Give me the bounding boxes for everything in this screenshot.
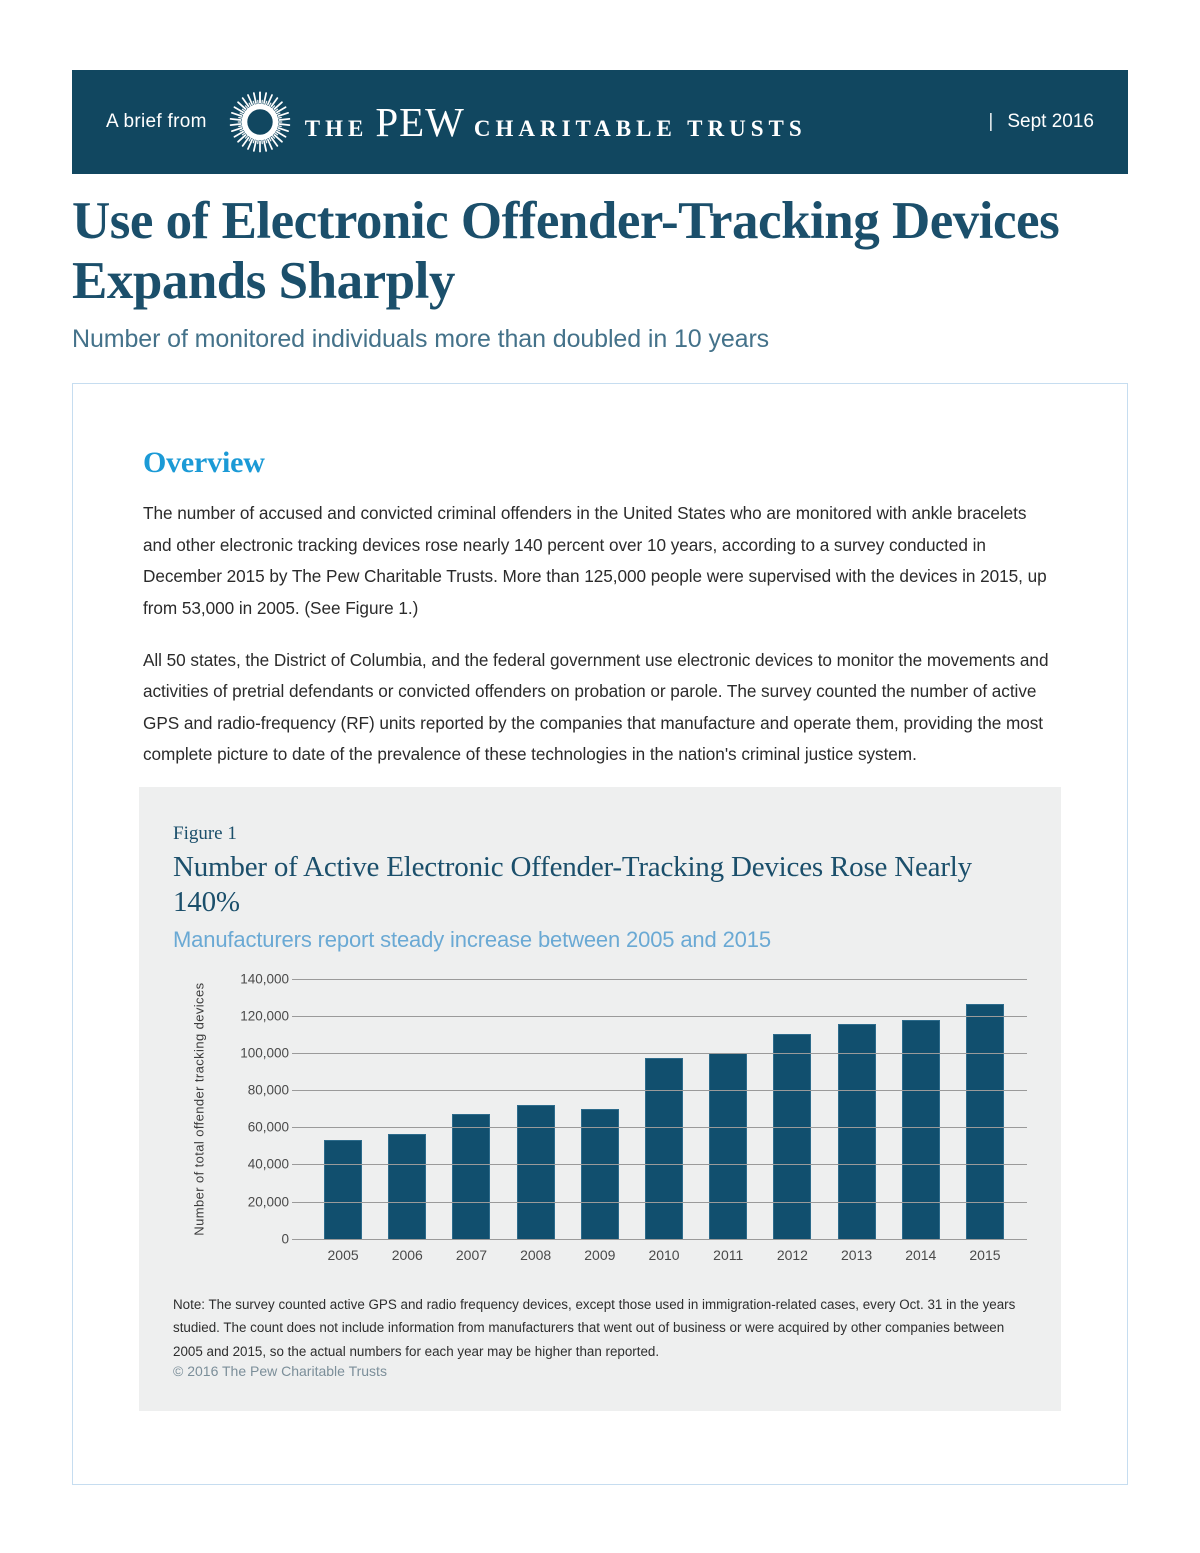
x-axis-tick-label: 2007: [455, 1246, 488, 1263]
bar-slot: [953, 979, 1017, 1239]
y-axis-tick-label: 80,000: [247, 1082, 289, 1098]
y-axis-title-text: Number of total offender tracking device…: [191, 982, 207, 1236]
x-axis-tick-labels: 2005 2006 2007 2008 2009 2010 2011 2012 2013 2014…: [301, 1247, 1027, 1263]
bar-slot: [889, 979, 953, 1239]
y-axis-tick: [292, 1015, 301, 1017]
x-axis-tick-label: 2012: [776, 1246, 808, 1263]
bar-slot: [375, 979, 439, 1239]
wordmark-pew: PEW: [375, 99, 465, 145]
plot-area: [292, 978, 1027, 1240]
overview-heading: Overview: [143, 446, 265, 479]
y-axis-tick-label: 100,000: [240, 1045, 289, 1061]
brief-from-label: A brief from: [106, 111, 207, 132]
gridline: [301, 1127, 1027, 1129]
y-axis-tick-label: 60,000: [247, 1119, 289, 1135]
gridline: [301, 978, 1027, 980]
x-axis-tick-label: 2009: [584, 1246, 616, 1263]
bar: [324, 1140, 363, 1239]
figure-1: Figure 1 Number of Active Electronic Off…: [139, 787, 1061, 1411]
bar-series: [301, 979, 1027, 1239]
bar: [837, 1024, 876, 1239]
y-axis-tick: [292, 1053, 301, 1055]
bar-slot: [825, 979, 889, 1239]
y-axis-tick-label: 140,000: [240, 971, 289, 987]
y-axis-tick-labels: 0 20,000 40,000 60,000 80,000 100,000 120,000 1…: [221, 971, 295, 1246]
figure-credit: © 2016 The Pew Charitable Trusts: [173, 1363, 387, 1379]
overview-paragraph-2: All 50 states, the District of Columbia,…: [143, 649, 1049, 765]
figure-title: Number of Active Electronic Offender-Tra…: [173, 851, 972, 919]
bar: [580, 1108, 619, 1239]
bar-slot: [439, 979, 503, 1239]
bar: [773, 1034, 812, 1239]
page-subtitle: Number of monitored individuals more tha…: [72, 324, 770, 353]
pew-wordmark: THE PEW CHARITABLE TRUSTS: [305, 98, 807, 146]
wordmark-the: THE: [304, 116, 369, 141]
wordmark-charitable-trusts: CHARITABLE TRUSTS: [473, 116, 807, 141]
y-axis-tick: [292, 1090, 301, 1092]
content-panel: Overview The number of accused and convi…: [72, 383, 1128, 1485]
overview-body: The number of accused and convicted crim…: [143, 498, 1059, 791]
header-date-group: | Sept 2016: [988, 111, 1094, 133]
bar-slot: [311, 979, 375, 1239]
y-axis-tick: [292, 1201, 301, 1203]
x-axis-tick-label: 2014: [905, 1246, 937, 1263]
x-axis-tick-label: 2015: [969, 1246, 1001, 1263]
overview-paragraph-1: The number of accused and convicted crim…: [143, 503, 1047, 618]
bar-slot: [696, 979, 760, 1239]
gridline: [301, 1053, 1027, 1055]
gridline: [301, 1238, 1027, 1240]
bar: [516, 1105, 555, 1239]
bar-slot: [760, 979, 824, 1239]
y-axis-tick-label: 120,000: [240, 1008, 289, 1024]
gridline: [301, 1201, 1027, 1203]
bar-slot: [632, 979, 696, 1239]
x-axis-tick-label: 2005: [327, 1246, 359, 1263]
figure-label: Figure 1: [173, 823, 237, 844]
bar: [965, 1003, 1004, 1239]
document-header-bar: A brief from: [72, 70, 1128, 174]
y-axis-tick: [292, 978, 301, 980]
bar: [452, 1114, 491, 1239]
x-axis-tick-label: 2013: [841, 1246, 873, 1263]
gridline: [301, 1015, 1027, 1017]
y-axis-tick: [292, 1164, 301, 1166]
title-block: Use of Electronic Offender-Tracking Devi…: [72, 192, 1102, 354]
pew-sunburst-logo-icon: [229, 91, 291, 153]
y-axis-tick-label: 40,000: [247, 1156, 289, 1172]
figure-note: Note: The survey counted active GPS and …: [173, 1297, 1016, 1359]
bar: [709, 1053, 748, 1239]
y-axis-tick-label: 0: [281, 1231, 289, 1247]
header-separator: |: [988, 111, 994, 132]
page-title: Use of Electronic Offender-Tracking Devi…: [72, 192, 1060, 310]
bar-chart: Number of total offender tracking device…: [177, 971, 1027, 1279]
x-axis-tick-label: 2010: [648, 1246, 680, 1263]
y-axis-title: Number of total offender tracking device…: [183, 979, 217, 1239]
figure-deck: Manufacturers report steady increase bet…: [173, 926, 771, 952]
bar: [645, 1057, 684, 1239]
x-axis-tick-label: 2006: [391, 1246, 423, 1263]
bar-slot: [568, 979, 632, 1239]
gridline: [301, 1090, 1027, 1092]
y-axis-tick: [292, 1238, 301, 1240]
y-axis-tick-label: 20,000: [247, 1194, 289, 1210]
x-axis-tick-label: 2011: [713, 1246, 744, 1263]
bar: [388, 1133, 427, 1239]
bar-slot: [504, 979, 568, 1239]
header-date: Sept 2016: [1007, 111, 1094, 132]
gridline: [301, 1164, 1027, 1166]
y-axis-tick: [292, 1127, 301, 1129]
x-axis-tick-label: 2008: [520, 1246, 552, 1263]
